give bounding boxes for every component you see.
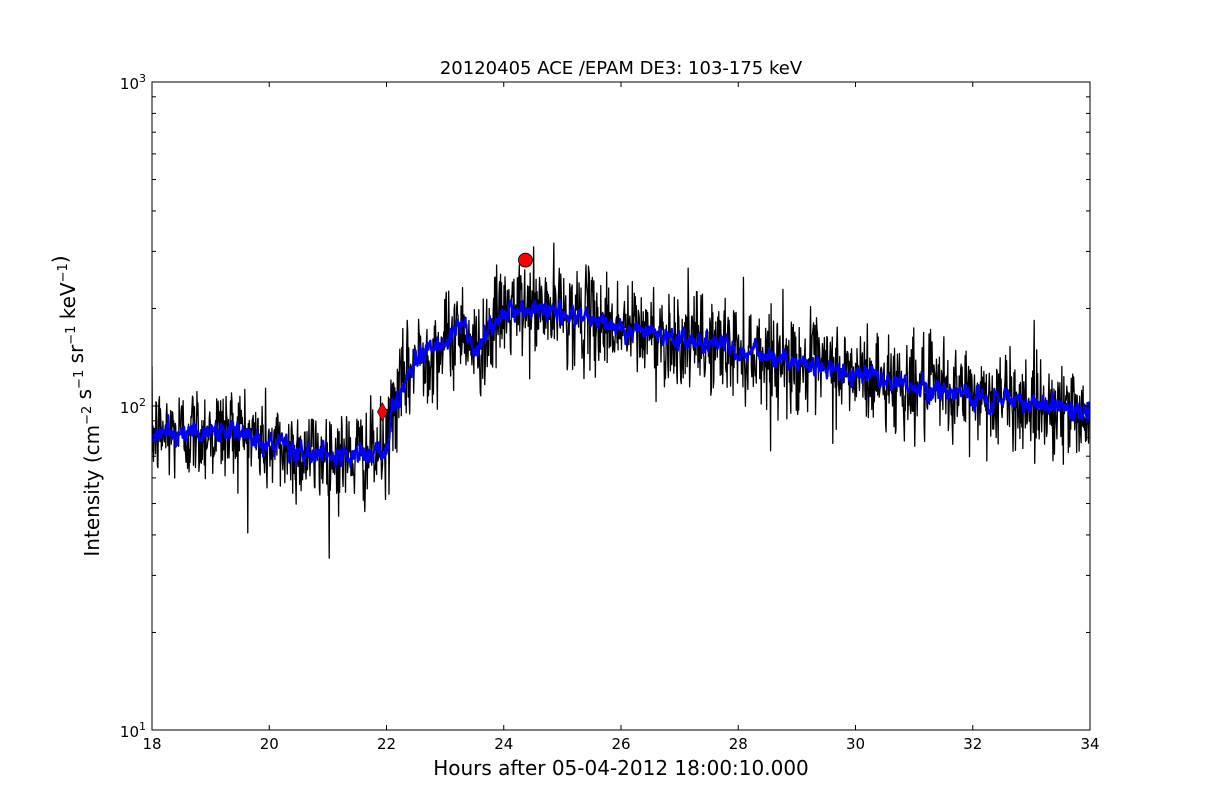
y-axis-label: Intensity (cm−2 s−1 sr−1 keV−1) [48,255,104,556]
y-tick-label: 101 [120,720,146,741]
x-tick-label: 24 [494,735,513,753]
x-tick-label: 26 [611,735,630,753]
x-axis-ticks: 18 20 22 24 26 28 30 32 34 [142,82,1100,753]
x-axis-label: Hours after 05-04-2012 18:00:10.000 [433,756,809,780]
smoothed-intensity-series [152,298,1090,469]
peak-marker [518,252,533,268]
x-tick-label: 28 [729,735,748,753]
y-tick-label: 103 [120,72,146,93]
series-layer [152,242,1090,559]
y-axis-ticks: 101 102 103 [120,72,1090,741]
y-tick-label: 102 [120,396,146,417]
marker-layer [377,252,533,422]
x-tick-label: 22 [377,735,396,753]
x-tick-label: 18 [142,735,161,753]
onset-marker [377,402,388,422]
chart-title: 20120405 ACE /EPAM DE3: 103-175 keV [440,58,803,79]
x-tick-label: 30 [846,735,865,753]
x-tick-label: 32 [963,735,982,753]
x-tick-label: 34 [1080,735,1099,753]
x-tick-label: 20 [260,735,279,753]
